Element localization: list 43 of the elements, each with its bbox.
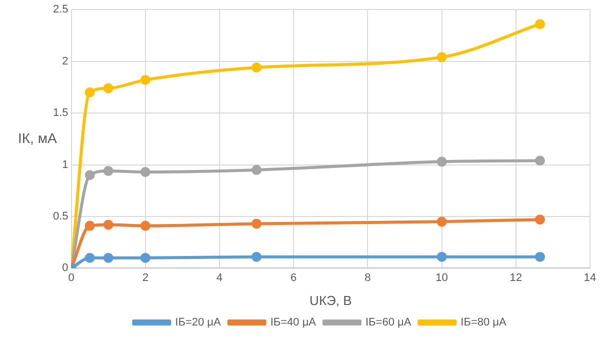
- y-tick-label: 2: [62, 55, 68, 68]
- point: [436, 252, 447, 262]
- y-tick-label: 2.5: [52, 4, 68, 16]
- legend-label: IБ=40 μA: [270, 316, 317, 329]
- legend-label: IБ=80 μA: [460, 316, 507, 329]
- x-tick-label: 6: [290, 272, 297, 284]
- x-tick-label: 4: [216, 272, 223, 284]
- x-tick-label: 10: [436, 272, 448, 284]
- point: [534, 19, 545, 30]
- y-tick-label: 0.5: [52, 210, 68, 223]
- point: [103, 166, 114, 176]
- point: [534, 214, 545, 225]
- legend-label: IБ=20 μA: [175, 316, 222, 329]
- point: [84, 87, 95, 98]
- point: [84, 252, 95, 263]
- point: [436, 52, 447, 62]
- x-axis-title: UКЭ, В: [310, 292, 352, 308]
- point: [140, 220, 150, 231]
- point: [252, 252, 262, 262]
- point: [252, 164, 262, 175]
- x-tick-label: 8: [364, 272, 371, 284]
- point: [140, 74, 150, 85]
- point: [103, 252, 114, 263]
- point: [252, 218, 262, 229]
- point: [103, 83, 114, 94]
- point: [140, 252, 150, 263]
- x-tick-label: 12: [510, 272, 522, 284]
- legend-label: IБ=60 μA: [366, 316, 412, 329]
- point: [84, 170, 95, 180]
- point: [436, 216, 447, 227]
- point: [103, 220, 114, 230]
- y-tick-label: 1.5: [52, 107, 68, 120]
- point: [84, 220, 95, 231]
- point: [252, 62, 262, 73]
- point: [436, 156, 447, 167]
- y-axis-title: IК, мА: [18, 130, 58, 146]
- point: [534, 252, 545, 262]
- point: [140, 167, 150, 177]
- y-tick-label: 0: [62, 262, 68, 274]
- x-tick-label: 14: [584, 272, 596, 284]
- x-tick-label: 2: [142, 272, 148, 284]
- y-tick-label: 1: [62, 158, 68, 171]
- point: [534, 156, 545, 166]
